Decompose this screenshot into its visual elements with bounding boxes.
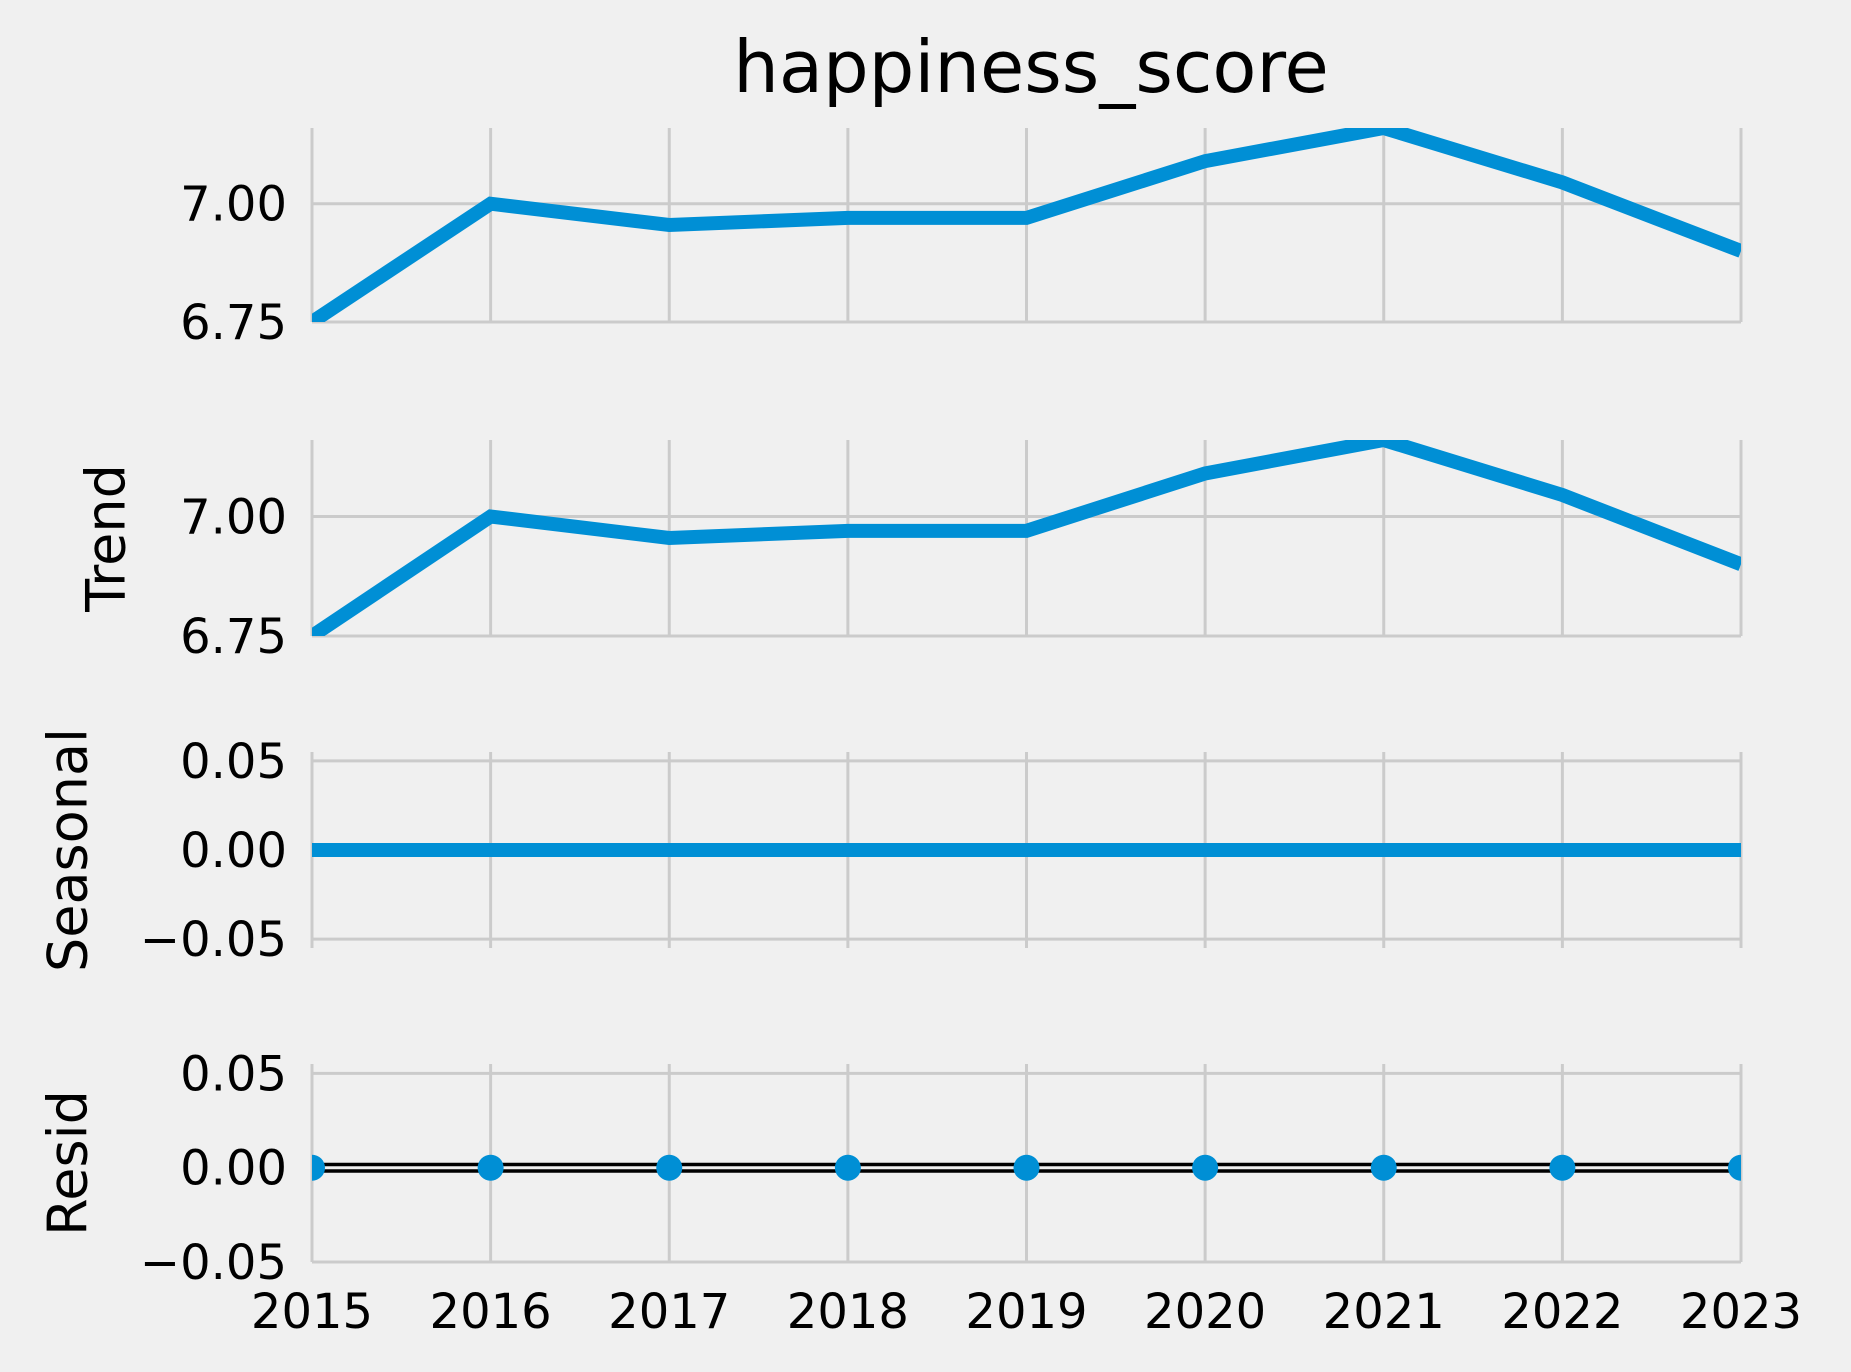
plot-area-observed [312, 128, 1741, 322]
y-tick-label-seasonal-0: −0.05 [140, 912, 287, 968]
plot-area-resid [312, 1154, 1741, 1181]
panel-seasonal: −0.05 0.00 0.05 Seasonal [37, 728, 1743, 972]
ylabel-resid: Resid [37, 1090, 100, 1236]
x-tick-label-4: 2019 [965, 1284, 1087, 1340]
panel-trend: 6.75 7.00 Trend [75, 440, 1743, 665]
y-tick-label-resid-1: 0.00 [180, 1141, 287, 1197]
x-tick-label-2: 2017 [608, 1284, 730, 1340]
x-tick-label-5: 2020 [1144, 1284, 1266, 1340]
resid-point-3 [834, 1154, 861, 1181]
ylabel-trend: Trend [75, 464, 138, 613]
x-tick-label-3: 2018 [787, 1284, 909, 1340]
series-line-observed [312, 128, 1741, 322]
x-tick-label-7: 2022 [1501, 1284, 1623, 1340]
ylabel-seasonal: Seasonal [37, 728, 100, 972]
chart-title: happiness_score [733, 25, 1329, 109]
x-tick-label-0: 2015 [251, 1284, 373, 1340]
y-tick-label-trend-1: 7.00 [180, 489, 287, 545]
x-tick-label-8: 2023 [1680, 1284, 1802, 1340]
y-tick-label-observed-0: 6.75 [180, 295, 287, 351]
resid-point-7 [1549, 1154, 1576, 1181]
y-tick-label-observed-1: 7.00 [180, 177, 287, 233]
y-tick-label-seasonal-2: 0.05 [180, 734, 287, 790]
x-tick-label-6: 2021 [1323, 1284, 1445, 1340]
y-tick-label-seasonal-1: 0.00 [180, 823, 287, 879]
resid-point-8 [1728, 1154, 1741, 1181]
panel-resid: −0.05 0.00 0.05 Resid [37, 1046, 1743, 1291]
x-axis: 2015 2016 2017 2018 2019 2020 2021 2022 2023 [251, 1284, 1802, 1340]
series-line-trend [312, 440, 1741, 636]
resid-point-0 [312, 1154, 325, 1181]
y-tick-label-resid-0: −0.05 [140, 1235, 287, 1291]
y-tick-label-trend-0: 6.75 [180, 609, 287, 665]
resid-point-4 [1013, 1154, 1040, 1181]
x-tick-label-1: 2016 [430, 1284, 552, 1340]
y-tick-label-resid-2: 0.05 [180, 1046, 287, 1102]
panel-observed: 6.75 7.00 [180, 128, 1743, 351]
resid-point-1 [477, 1154, 504, 1181]
resid-point-6 [1370, 1154, 1397, 1181]
resid-point-5 [1192, 1154, 1219, 1181]
plot-area-trend [312, 440, 1741, 636]
resid-point-2 [656, 1154, 683, 1181]
